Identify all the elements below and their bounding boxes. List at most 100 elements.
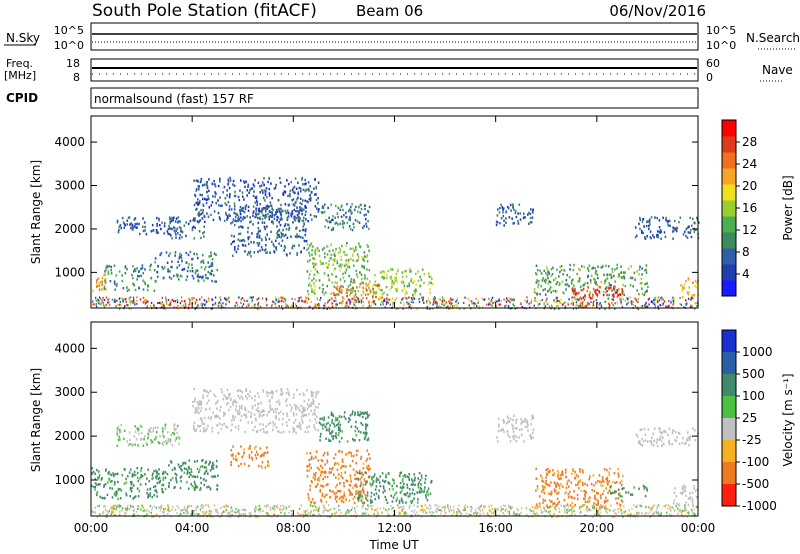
data-cell <box>265 210 267 213</box>
data-cell <box>251 305 253 308</box>
data-cell <box>201 419 203 423</box>
data-cell <box>257 207 260 211</box>
data-cell <box>179 305 181 308</box>
data-cell <box>651 436 653 439</box>
data-cell <box>226 403 228 406</box>
data-cell <box>338 246 341 250</box>
data-cell <box>650 440 652 443</box>
data-cell <box>108 264 111 268</box>
data-cell <box>561 485 564 488</box>
data-cell <box>284 190 287 194</box>
data-cell <box>642 231 644 235</box>
data-cell <box>161 472 164 476</box>
data-cell <box>695 228 697 231</box>
data-cell <box>589 291 591 294</box>
data-cell <box>361 265 364 268</box>
data-cell <box>500 505 502 508</box>
data-cell <box>508 297 510 300</box>
data-cell <box>185 261 188 264</box>
data-cell <box>602 290 605 293</box>
data-cell <box>134 288 137 292</box>
data-cell <box>169 217 171 221</box>
data-cell <box>538 502 541 505</box>
data-cell <box>597 503 599 506</box>
data-cell <box>566 273 568 277</box>
data-cell <box>126 223 128 226</box>
data-cell <box>302 183 304 186</box>
data-cell <box>105 296 108 299</box>
data-cell <box>566 480 569 483</box>
data-cell <box>191 228 194 232</box>
data-cell <box>193 217 195 220</box>
data-cell <box>554 307 556 310</box>
data-cell <box>368 304 370 307</box>
data-cell <box>326 308 328 310</box>
data-cell <box>180 227 182 231</box>
data-cell <box>386 293 389 297</box>
data-cell <box>292 244 294 248</box>
data-cell <box>643 427 646 431</box>
data-cell <box>349 215 351 219</box>
data-cell <box>348 499 351 502</box>
data-cell <box>133 470 136 474</box>
data-cell <box>526 425 529 428</box>
data-cell <box>234 215 237 219</box>
data-cell <box>299 201 301 205</box>
data-cell <box>279 393 282 396</box>
data-cell <box>103 278 106 281</box>
data-cell <box>414 476 416 480</box>
data-cell <box>472 302 475 305</box>
data-cell <box>327 483 329 486</box>
data-cell <box>188 465 190 469</box>
data-cell <box>254 404 256 407</box>
data-cell <box>644 433 647 436</box>
data-cell <box>629 296 631 299</box>
data-cell <box>364 494 367 497</box>
cpid-value: normalsound (fast) 157 RF <box>94 92 254 106</box>
data-cell <box>210 204 213 207</box>
data-cell <box>278 412 280 415</box>
data-cell <box>250 451 253 454</box>
data-cell <box>264 236 267 239</box>
data-cell <box>180 480 182 483</box>
data-cell <box>315 263 318 266</box>
data-cell <box>216 484 218 487</box>
data-cell <box>146 288 149 292</box>
data-cell <box>395 491 398 495</box>
data-cell <box>491 296 494 299</box>
data-cell <box>155 435 157 439</box>
data-cell <box>341 460 344 463</box>
data-cell <box>667 433 669 436</box>
data-cell <box>692 427 694 430</box>
data-cell <box>193 237 196 240</box>
data-cell <box>357 299 359 302</box>
data-cell <box>266 207 269 210</box>
data-cell <box>293 208 295 212</box>
data-cell <box>599 307 601 310</box>
data-cell <box>313 288 316 291</box>
data-cell <box>266 251 268 254</box>
data-cell <box>541 490 543 493</box>
data-cell <box>410 279 412 283</box>
data-cell <box>117 230 120 234</box>
data-cell <box>623 487 625 490</box>
data-cell <box>298 210 300 214</box>
data-cell <box>379 271 382 274</box>
data-cell <box>587 266 589 270</box>
data-cell <box>290 409 292 412</box>
data-cell <box>496 221 499 224</box>
data-cell <box>427 487 430 490</box>
data-cell <box>600 494 602 497</box>
data-cell <box>198 402 201 405</box>
data-cell <box>111 480 113 483</box>
data-cell <box>101 283 103 286</box>
data-cell <box>594 278 596 281</box>
data-cell <box>563 498 566 502</box>
data-cell <box>436 306 438 309</box>
data-cell <box>531 299 533 302</box>
data-cell <box>173 226 176 230</box>
data-cell <box>496 214 499 217</box>
data-cell <box>202 394 204 397</box>
data-cell <box>332 249 334 252</box>
